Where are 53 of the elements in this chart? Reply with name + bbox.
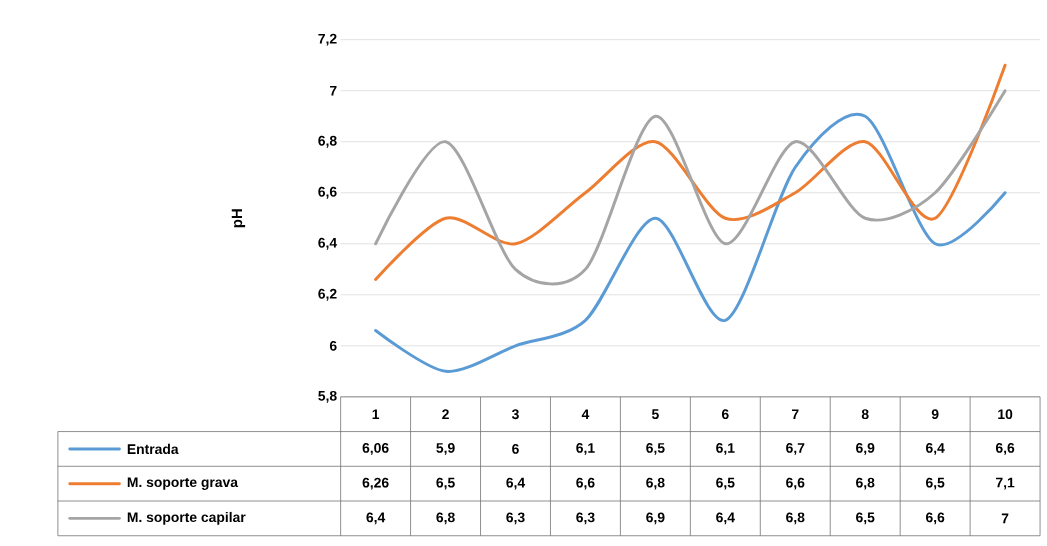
data-label: 6: [512, 444, 519, 455]
legend-label: M. soporte grava: [127, 477, 239, 491]
data-label: 6,3: [506, 512, 525, 525]
x-tick-label: 1: [372, 409, 380, 420]
data-label: 6,8: [646, 477, 665, 490]
data-label: 6,9: [856, 443, 875, 456]
legend-label: Entrada: [127, 443, 179, 455]
data-label: 6,8: [786, 512, 805, 525]
data-label: 6,6: [995, 443, 1015, 456]
data-label: 6,6: [926, 512, 945, 525]
data-label: 6,06: [362, 443, 389, 456]
data-label: 6,1: [716, 443, 735, 456]
data-label: 6,5: [716, 477, 735, 490]
x-tick-label: 10: [998, 409, 1013, 420]
x-tick-label: 5: [651, 409, 659, 420]
data-label: 6,8: [856, 477, 875, 490]
data-label: 6,3: [576, 512, 595, 525]
x-tick-label: 8: [861, 409, 869, 420]
data-label: 6,9: [646, 512, 665, 525]
y-tick-label: 6: [329, 341, 337, 351]
y-tick-label: 6,2: [318, 289, 337, 301]
y-axis-title: pH: [231, 209, 246, 228]
data-label: 6,4: [926, 443, 945, 456]
data-label: 5,9: [436, 443, 455, 456]
x-tick-label: 2: [442, 409, 449, 420]
x-tick-label: 7: [791, 409, 799, 420]
data-label: 6,4: [716, 512, 735, 525]
data-label: 6,6: [576, 477, 595, 490]
data-label: 6,4: [366, 512, 386, 525]
data-label: 6,5: [856, 512, 875, 525]
y-tick-label: 6,8: [318, 135, 337, 148]
y-tick-label: 6,6: [318, 186, 337, 199]
data-label: 6,5: [926, 477, 945, 490]
y-tick-label: 5,8: [318, 391, 337, 403]
line-series: [374, 113, 1007, 374]
data-label: 7: [1001, 513, 1009, 524]
data-label: 7,1: [996, 477, 1015, 490]
legend-label: M. soporte capilar: [127, 512, 246, 526]
y-tick-label: 7,2: [318, 33, 337, 46]
x-tick-label: 3: [511, 409, 519, 420]
data-label: 6,6: [786, 477, 805, 490]
y-tick-label: 6,4: [318, 238, 338, 250]
data-label: 6,1: [576, 443, 595, 456]
data-label: 6,4: [506, 477, 526, 490]
data-label: 6,5: [646, 443, 665, 456]
data-label: 6,7: [786, 443, 805, 456]
y-tick-label: 7: [329, 86, 337, 96]
data-label: 6,8: [436, 512, 455, 525]
x-tick-label: 6: [721, 409, 729, 420]
x-tick-label: 4: [581, 409, 590, 420]
data-label: 6,26: [362, 477, 389, 490]
x-tick-label: 9: [931, 409, 939, 420]
data-label: 6,5: [436, 477, 455, 490]
